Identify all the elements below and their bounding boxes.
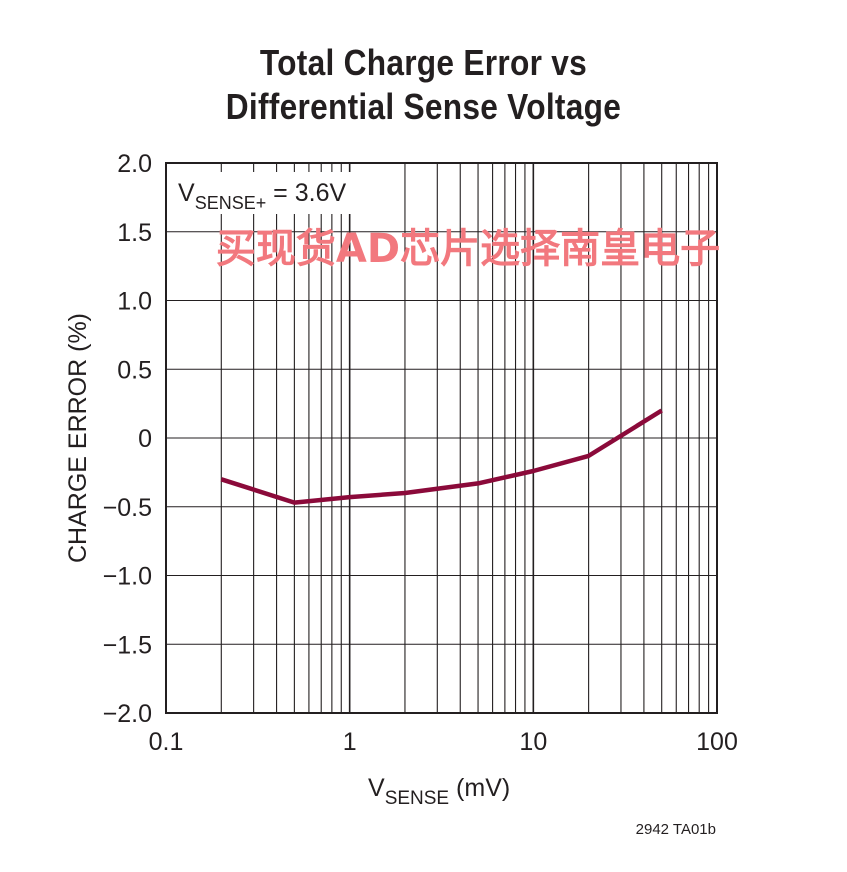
watermark-text: 买现货AD芯片选择南皇电子 <box>216 226 720 272</box>
y-tick-label: 2.0 <box>117 150 152 178</box>
x-axis-label-main: V <box>368 774 385 802</box>
x-tick-label: 100 <box>696 728 738 756</box>
y-tick-label: −2.0 <box>103 700 152 728</box>
x-tick-label: 1 <box>343 728 357 756</box>
x-tick-label: 0.1 <box>149 728 184 756</box>
chart-title-line1: Total Charge Error vs <box>259 42 587 83</box>
annotation-label: VSENSE+ = 3.6V <box>178 179 346 213</box>
series-line <box>220 408 663 505</box>
y-tick-label: 1.5 <box>117 219 152 247</box>
x-tick-label: 10 <box>519 728 547 756</box>
x-axis-label-unit: (mV) <box>449 774 510 802</box>
y-tick-label: −1.5 <box>103 631 152 659</box>
chart-title-line2: Differential Sense Voltage <box>225 86 622 127</box>
series-layer <box>220 408 663 505</box>
annotation-background <box>172 172 362 214</box>
x-axis-label: VSENSE (mV) <box>368 774 510 809</box>
annotation-sub: SENSE+ <box>195 193 267 213</box>
y-tick-label: −0.5 <box>103 494 152 522</box>
plot-frame <box>165 162 718 714</box>
annotation-rest: = 3.6V <box>266 179 346 207</box>
y-tick-label: 0.5 <box>117 356 152 384</box>
annotation-main: V <box>178 179 195 207</box>
x-axis-label-sub: SENSE <box>385 788 449 809</box>
x-tick-labels: 0.1 1 10 100 <box>149 728 738 756</box>
y-tick-label: −1.0 <box>103 563 152 591</box>
grid-lines <box>165 162 718 714</box>
y-axis-label: CHARGE ERROR (%) <box>64 313 92 563</box>
y-tick-label: 1.0 <box>117 288 152 316</box>
figure-code: 2942 TA01b <box>636 821 716 838</box>
y-tick-label: 0 <box>138 425 152 453</box>
y-tick-labels: 2.0 1.5 1.0 0.5 0 −0.5 −1.0 −1.5 −2.0 <box>103 150 152 728</box>
